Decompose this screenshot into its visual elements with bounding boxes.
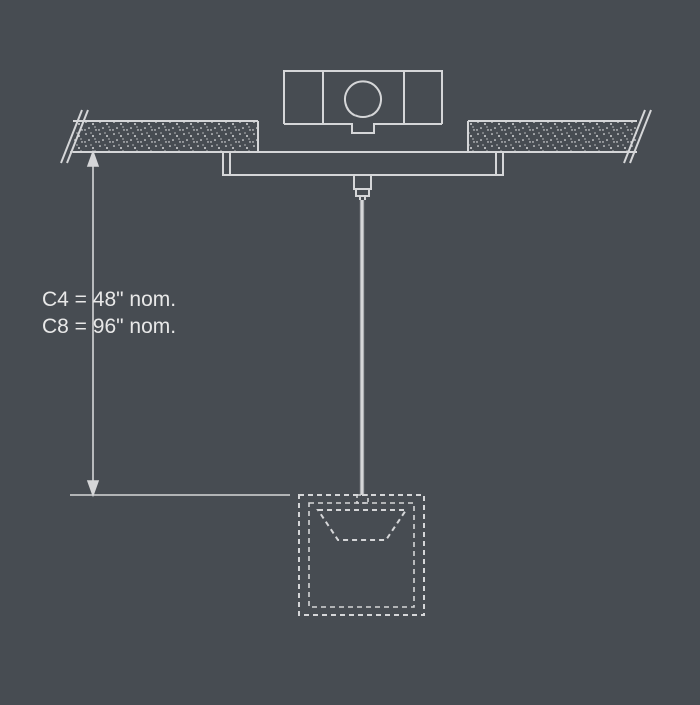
diagram-canvas: C4 = 48" nom. C8 = 96" nom. — [0, 0, 700, 700]
pendant-fixture — [299, 495, 424, 615]
dimension-label-c4: C4 = 48" nom. — [42, 288, 176, 312]
strain-relief — [354, 175, 371, 200]
pendant-light-diagram — [0, 0, 700, 700]
ceiling-substrate-left — [61, 110, 258, 163]
canopy-plate — [223, 152, 503, 175]
dimension-label-c8: C8 = 96" nom. — [42, 315, 176, 339]
